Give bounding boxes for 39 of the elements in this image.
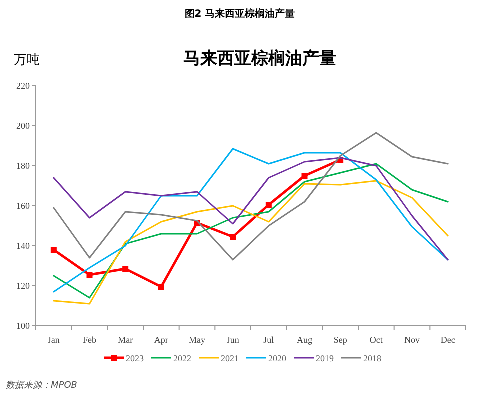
y-axis-title: 万吨 [14, 52, 40, 67]
point [122, 266, 129, 272]
x-tick-label: Sep [334, 335, 348, 345]
x-tick-label: Dec [440, 335, 456, 345]
x-tick-label: Jun [226, 335, 240, 345]
line-series [53, 132, 449, 261]
chart-title: 图2 马来西亚棕榈油产量 [184, 8, 296, 20]
y-tick-label: 180 [16, 161, 30, 171]
x-tick-label: Jan [48, 335, 60, 345]
x-tick-label: Oct [370, 335, 384, 345]
y-tick-label: 160 [16, 201, 30, 211]
point [158, 284, 164, 290]
legend-label: 2023 [126, 354, 144, 364]
legend-label: 2018 [364, 354, 382, 364]
x-tick-label: May [189, 335, 206, 345]
y-tick-label: 140 [16, 241, 30, 251]
x-tick-label: Jul [264, 335, 275, 345]
legend-label: 2022 [174, 354, 192, 364]
legend-label: 2020 [268, 354, 287, 364]
line-series [53, 180, 449, 305]
x-tick-label: Aug [297, 335, 313, 345]
point [266, 202, 272, 208]
point [230, 234, 236, 240]
line-series [53, 157, 449, 261]
legend-label: 2021 [221, 354, 239, 364]
x-tick-label: Mar [118, 335, 134, 345]
y-tick-label: 100 [16, 321, 30, 331]
x-tick-label: Apr [154, 335, 168, 345]
legend-label: 2019 [316, 354, 334, 364]
x-tick-label: Feb [83, 335, 97, 345]
x-tick-label: Nov [404, 335, 420, 345]
point [50, 247, 57, 253]
point [302, 173, 308, 179]
y-tick-label: 200 [16, 121, 30, 131]
chart-subtitle: 马来西亚棕榈油产量 [184, 49, 336, 68]
y-tick-label: 220 [16, 81, 30, 91]
point [86, 272, 93, 278]
y-tick-label: 120 [16, 281, 30, 291]
source-note: 数据来源：MPOB [6, 380, 78, 391]
